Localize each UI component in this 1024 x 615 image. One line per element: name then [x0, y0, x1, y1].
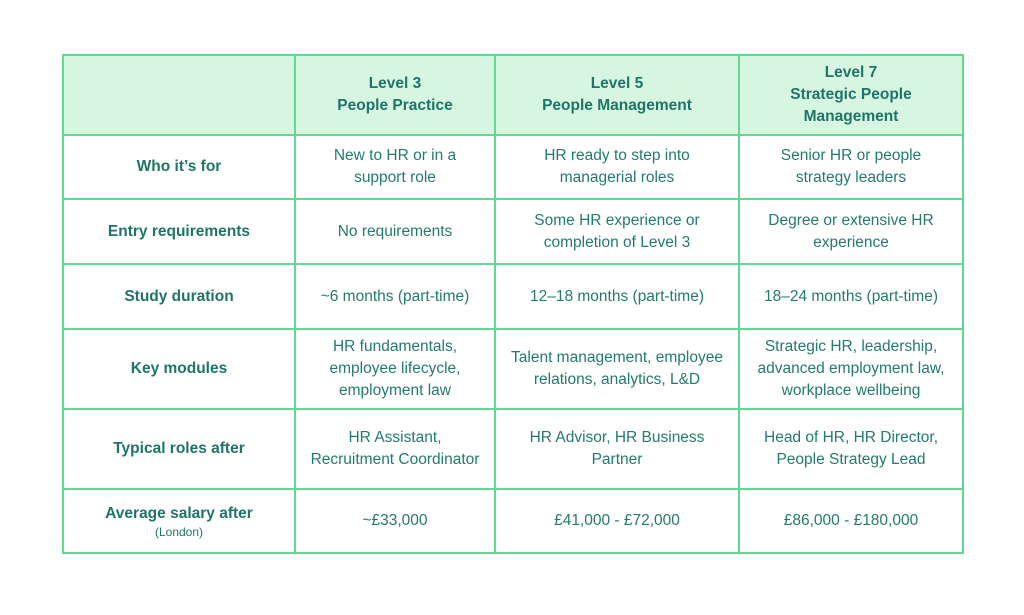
- column-header: Level 3 People Practice: [294, 54, 496, 136]
- table-cell: New to HR or in a support role: [294, 134, 496, 200]
- table-cell: ~6 months (part-time): [294, 263, 496, 330]
- table-cell: Degree or extensive HR experience: [738, 198, 964, 265]
- table-cell: Head of HR, HR Director, People Strategy…: [738, 408, 964, 490]
- table-row: Average salary after (London) ~£33,000 £41,…: [62, 488, 964, 554]
- column-level: Level 3: [368, 75, 422, 92]
- column-name: People Practice: [337, 97, 453, 114]
- row-note: (London): [154, 525, 204, 539]
- row-label: Study duration: [62, 263, 296, 330]
- table-cell: HR fundamentals, employee lifecycle, emp…: [294, 328, 496, 410]
- table-cell: £41,000 - £72,000: [494, 488, 740, 554]
- table-cell: Some HR experience or completion of Leve…: [494, 198, 740, 265]
- header-row: Level 3 People Practice Level 5 People Mana…: [62, 54, 964, 136]
- row-label: Entry requirements: [62, 198, 296, 265]
- table-row: Key modules HR fundamentals, employee lif…: [62, 328, 964, 410]
- table-cell: Senior HR or people strategy leaders: [738, 134, 964, 200]
- row-label-text: Key modules: [130, 360, 228, 377]
- comparison-table: Level 3 People Practice Level 5 People Mana…: [62, 54, 964, 554]
- column-level: Level 5: [590, 75, 644, 92]
- column-header: Level 5 People Management: [494, 54, 740, 136]
- table-cell: Talent management, employee relations, a…: [494, 328, 740, 410]
- column-name: People Management: [542, 97, 692, 114]
- row-label-text: Entry requirements: [107, 222, 251, 240]
- table-container: Level 3 People Practice Level 5 People Mana…: [62, 54, 964, 554]
- table-cell: HR ready to step into managerial roles: [494, 134, 740, 200]
- table-row: Typical roles after HR Assistant, Recruit…: [62, 408, 964, 490]
- table-cell: 12–18 months (part-time): [494, 263, 740, 330]
- row-label: Who it’s for: [62, 134, 296, 200]
- column-level: Level 7: [824, 64, 878, 81]
- column-name: Strategic People Management: [790, 86, 912, 125]
- table-cell: ~£33,000: [294, 488, 496, 554]
- table-row: Study duration ~6 months (part-time) 12–18…: [62, 263, 964, 330]
- table-cell: HR Advisor, HR Business Partner: [494, 408, 740, 490]
- row-label: Typical roles after: [62, 408, 296, 490]
- table-cell: HR Assistant, Recruitment Coordinator: [294, 408, 496, 490]
- row-label: Average salary after (London): [62, 488, 296, 554]
- row-label-text: Who it’s for: [136, 158, 222, 175]
- row-label-text: Average salary after: [105, 505, 253, 522]
- row-label-text: Study duration: [124, 287, 234, 305]
- table-cell: £86,000 - £180,000: [738, 488, 964, 554]
- header-corner: [62, 54, 296, 136]
- table-row: Who it’s for New to HR or in a support ro…: [62, 134, 964, 200]
- table-cell: 18–24 months (part-time): [738, 263, 964, 330]
- table-cell: Strategic HR, leadership, advanced emplo…: [738, 328, 964, 410]
- table-row: Entry requirements No requirements Some HR…: [62, 198, 964, 265]
- row-label-text: Typical roles after: [113, 440, 245, 457]
- table-cell: No requirements: [294, 198, 496, 265]
- row-label: Key modules: [62, 328, 296, 410]
- column-header: Level 7 Strategic People Management: [738, 54, 964, 136]
